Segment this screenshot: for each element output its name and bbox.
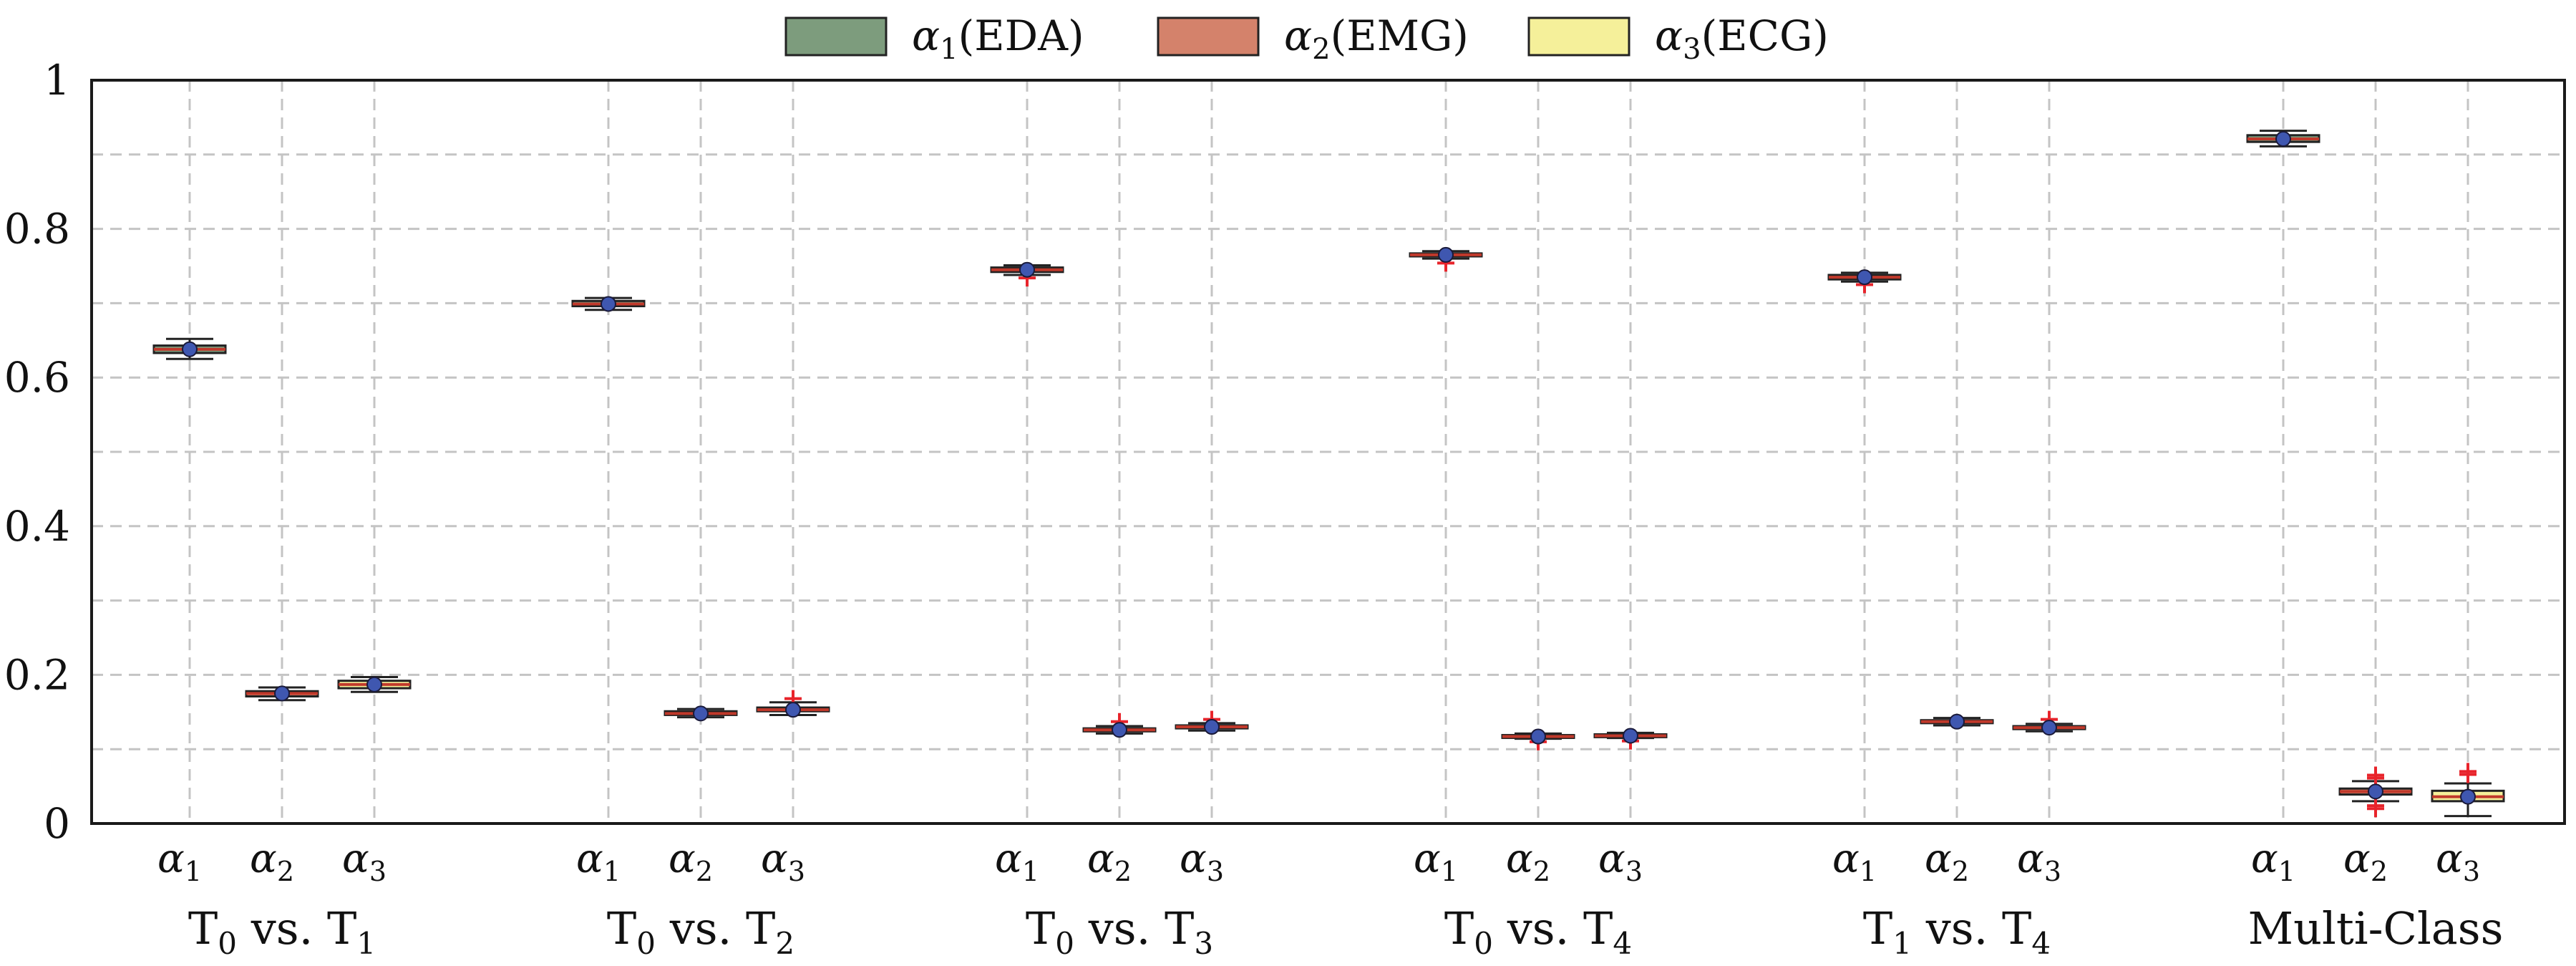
mean-marker: [693, 705, 709, 722]
mean-marker: [182, 341, 198, 357]
x-tick-label: α1: [2251, 836, 2295, 887]
mean-marker: [2368, 783, 2383, 800]
x-tick-label: α2: [2343, 836, 2388, 887]
mean-marker: [2275, 131, 2291, 148]
x-tick-label: α3: [2017, 836, 2061, 887]
mean-marker: [601, 296, 616, 312]
outlier-marker: [2459, 765, 2477, 783]
legend-label-a3: α3(ECG): [1655, 11, 1829, 66]
mean-marker: [1949, 713, 1965, 730]
mean-marker: [1112, 722, 1127, 738]
y-tick-label: 0.4: [4, 502, 70, 551]
mean-marker: [1530, 728, 1546, 745]
legend: α1(EDA) α2(EMG) α3(ECG): [784, 11, 1829, 66]
group-label: Multi-Class: [2248, 902, 2504, 955]
y-tick-label: 0.6: [4, 353, 70, 402]
mean-marker: [785, 702, 801, 718]
x-tick-label: α1: [995, 836, 1039, 887]
x-tick-label: α2: [1087, 836, 1132, 887]
x-tick-label: α3: [342, 836, 387, 887]
legend-swatch-a2: [1157, 16, 1260, 57]
group-label: T0 vs. T3: [1026, 902, 1213, 961]
x-tick-label: α2: [1925, 836, 1969, 887]
x-tick-label: α1: [1832, 836, 1877, 887]
mean-marker: [1623, 728, 1638, 744]
legend-swatch-a1: [784, 16, 888, 57]
x-tick-label: α3: [1598, 836, 1643, 887]
mean-marker: [2460, 788, 2476, 805]
y-tick-label: 0.2: [4, 650, 70, 699]
y-tick-label: 0: [44, 799, 70, 848]
grid-layer: [92, 80, 2565, 823]
group-label: T0 vs. T4: [1444, 902, 1632, 961]
mean-marker: [1019, 261, 1035, 278]
mean-marker: [2041, 720, 2057, 736]
x-tick-label: α3: [1180, 836, 1224, 887]
mean-marker: [1857, 269, 1872, 286]
group-label: T0 vs. T2: [607, 902, 794, 961]
group-label: T1 vs. T4: [1863, 902, 2051, 961]
plot-frame: [90, 79, 2566, 825]
y-tick-label: 0.8: [4, 205, 70, 253]
x-tick-label: α2: [250, 836, 294, 887]
mean-marker: [366, 676, 382, 692]
axis-layer: 0 0.2 0.4 0.6 0.8 1 α1 α2 α3 T0 vs. T1 α1 α2 α3 T0 vs…: [4, 56, 2504, 961]
mean-marker: [1204, 719, 1220, 735]
x-tick-label: α1: [576, 836, 621, 887]
x-tick-label: α1: [157, 836, 202, 887]
legend-swatch-a3: [1527, 16, 1630, 57]
y-tick-label: 1: [44, 56, 70, 105]
group-label: T0 vs. T1: [188, 902, 376, 961]
x-tick-label: α3: [2436, 836, 2480, 887]
legend-label-a2: α2(EMG): [1284, 11, 1469, 66]
mean-marker: [274, 685, 290, 702]
legend-label-a1: α1(EDA): [912, 11, 1084, 66]
x-tick-label: α2: [1506, 836, 1550, 887]
x-tick-label: α2: [669, 836, 713, 887]
mean-marker: [1438, 246, 1454, 263]
outlier-marker: [2367, 800, 2384, 818]
box-layer: [152, 130, 2505, 818]
x-tick-label: α1: [1414, 836, 1458, 887]
x-tick-label: α3: [761, 836, 805, 887]
